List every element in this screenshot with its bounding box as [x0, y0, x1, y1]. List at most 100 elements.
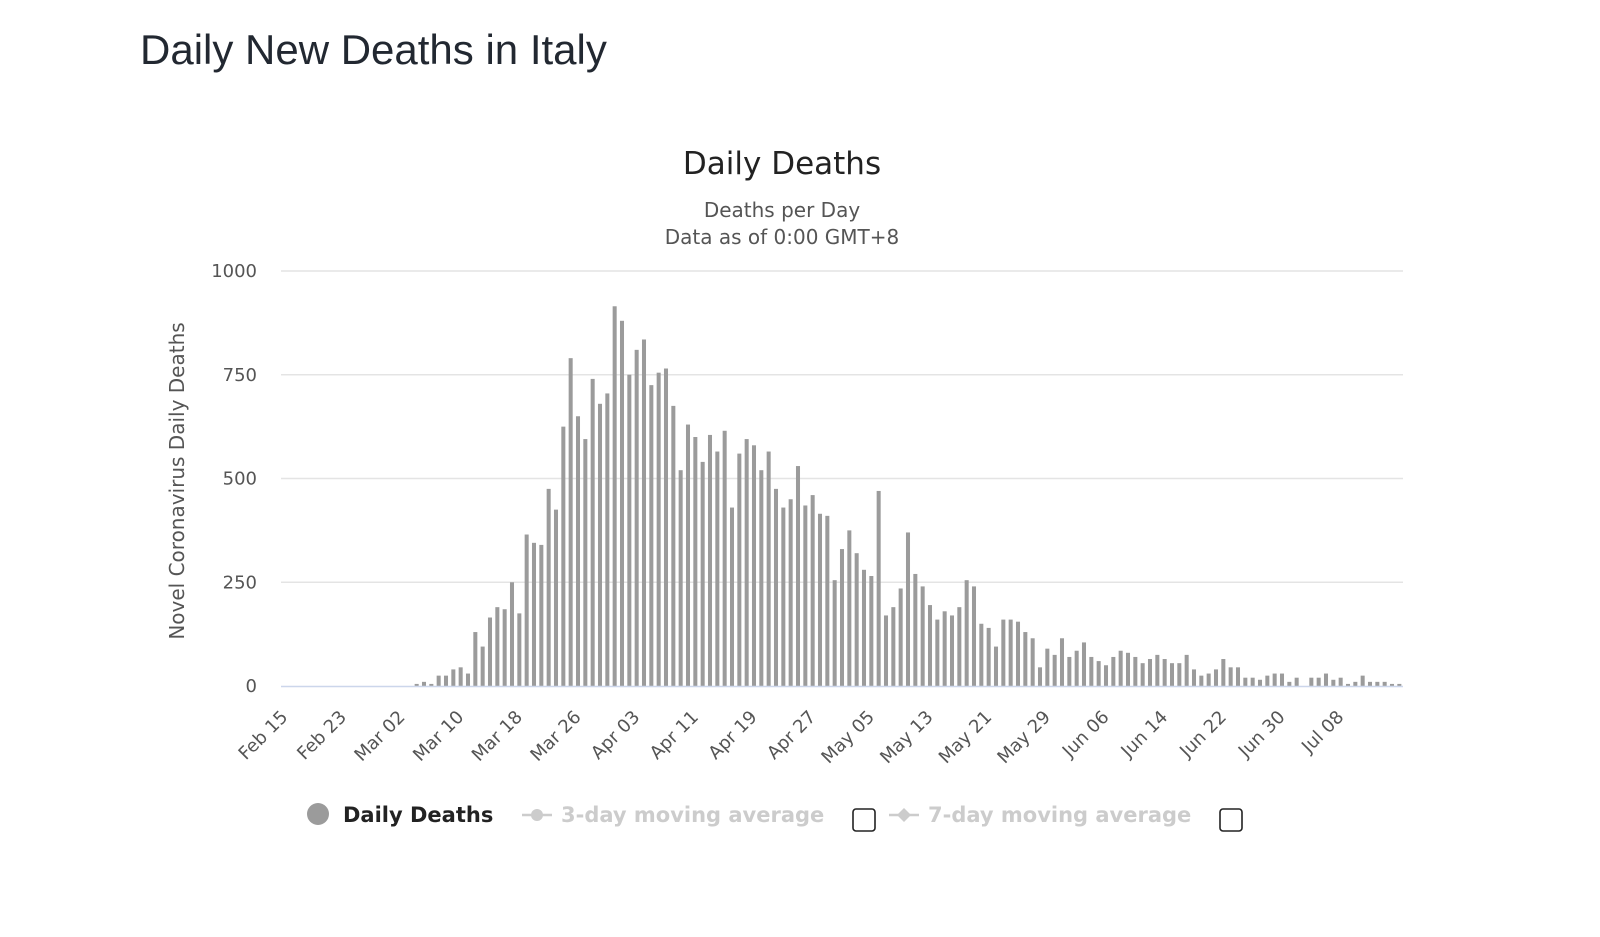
legend-7day-marker-icon [897, 808, 911, 822]
bar [656, 372, 661, 686]
bar [715, 451, 720, 686]
bar [1389, 683, 1395, 686]
bar [1382, 681, 1387, 686]
bar [861, 569, 867, 686]
x-tick-label: Jun 30 [1234, 707, 1290, 763]
bar [898, 588, 903, 686]
bar [1008, 619, 1013, 686]
bar [685, 424, 691, 686]
legend-item-7day-average[interactable]: 7-day moving average [889, 803, 1191, 827]
bar [561, 426, 566, 687]
x-tick-label: Jun 06 [1058, 707, 1114, 763]
x-tick-label: May 13 [876, 707, 937, 768]
bar [1257, 679, 1263, 686]
x-tick-label: Jun 22 [1175, 707, 1231, 763]
bar [1265, 675, 1270, 687]
bar [1279, 673, 1285, 686]
bar [1243, 677, 1248, 686]
bar [1111, 656, 1116, 686]
bar [678, 470, 683, 686]
bar [1045, 648, 1050, 686]
bar [1375, 681, 1380, 686]
bar [1147, 659, 1153, 686]
bar [825, 515, 830, 686]
y-tick-label: 750 [223, 365, 257, 386]
bar [1360, 675, 1365, 687]
bar [1345, 683, 1351, 686]
bar [935, 619, 940, 686]
bar [700, 461, 705, 686]
legend-item-3day-average[interactable]: 3-day moving average [522, 803, 824, 827]
bar [1125, 652, 1131, 686]
bar [810, 495, 815, 686]
grid-lines [281, 270, 1403, 583]
bar [531, 542, 537, 686]
legend-item-daily-deaths[interactable]: Daily Deaths [307, 803, 493, 827]
bar [553, 509, 559, 687]
x-tick-label: Feb 23 [293, 707, 351, 765]
bar [905, 532, 911, 686]
bar [1287, 681, 1292, 686]
bar [1081, 642, 1087, 686]
x-tick-label: Mar 26 [526, 707, 585, 766]
bar [759, 470, 764, 686]
x-tick-label: Apr 27 [763, 707, 820, 764]
bar [1184, 654, 1189, 687]
bar [605, 393, 610, 686]
bar [627, 374, 632, 686]
bar [979, 623, 984, 686]
bar [465, 673, 471, 686]
bar [817, 513, 823, 686]
bar [1316, 677, 1321, 686]
bar [583, 439, 588, 686]
bar [1309, 677, 1314, 686]
bar [869, 576, 874, 686]
bar [766, 451, 771, 686]
bar [524, 534, 529, 686]
bar [1030, 638, 1035, 686]
bar [421, 681, 427, 686]
bar [729, 507, 735, 686]
bar [1052, 654, 1057, 687]
page-title: Daily New Deaths in Italy [140, 26, 607, 73]
bar [1118, 650, 1123, 686]
x-tick-label: Apr 11 [646, 707, 703, 764]
bar [473, 632, 478, 686]
bar [986, 627, 991, 686]
bar-series-daily-deaths [414, 306, 1402, 687]
bar [942, 611, 947, 686]
bar [1089, 656, 1094, 686]
bar [803, 505, 808, 686]
bar [693, 437, 698, 686]
legend-daily-deaths-label: Daily Deaths [343, 803, 493, 827]
7day-average-checkbox[interactable] [1219, 808, 1243, 832]
bar [1155, 654, 1160, 687]
bar [781, 507, 786, 686]
bar [1331, 679, 1336, 686]
bar [891, 607, 896, 686]
bar [883, 615, 889, 686]
bar [788, 499, 793, 686]
bar [612, 306, 617, 686]
bar [1199, 675, 1204, 687]
x-tick-label: Apr 03 [587, 707, 644, 764]
3day-average-checkbox[interactable] [852, 808, 876, 832]
bar [927, 605, 933, 686]
x-tick-label: Jun 14 [1117, 707, 1173, 763]
bar [663, 368, 669, 686]
x-tick-label: May 21 [935, 707, 996, 768]
bar [1162, 659, 1167, 686]
bar [590, 378, 595, 686]
bar [1213, 669, 1219, 686]
bar [1397, 683, 1402, 686]
bar [1133, 656, 1138, 686]
bar [414, 683, 419, 686]
bar [1206, 673, 1211, 686]
x-tick-label: Jul 08 [1297, 707, 1348, 758]
bar [509, 582, 515, 686]
bar [773, 488, 779, 687]
bar [649, 385, 654, 687]
x-tick-label: May 05 [817, 707, 878, 768]
bar [546, 488, 551, 687]
bar [722, 430, 727, 686]
